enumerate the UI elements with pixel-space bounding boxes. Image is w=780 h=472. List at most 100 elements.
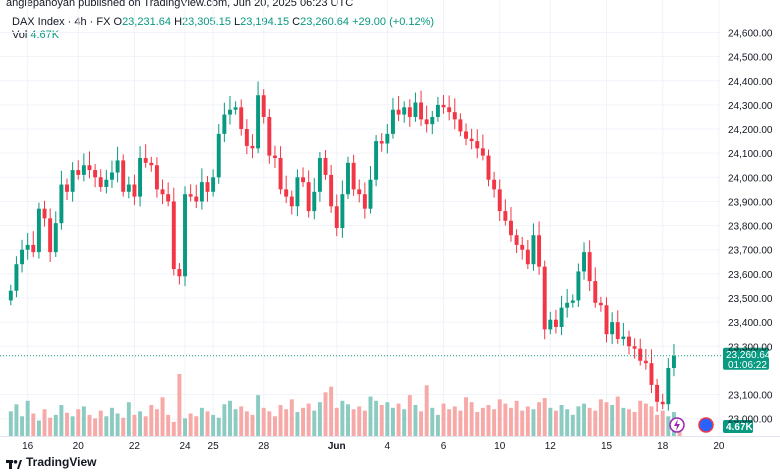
symbol-name[interactable]: DAX Index · 4h · FX (12, 16, 111, 28)
low-label: L (234, 16, 241, 28)
volume-bar (666, 416, 671, 436)
candle-body (520, 244, 525, 250)
volume-bar (638, 400, 643, 436)
grid-layer (0, 0, 721, 436)
candle-body (20, 249, 25, 265)
candle-body (627, 336, 631, 347)
tradingview-logo[interactable]: TradingView (6, 455, 96, 469)
candle-body (110, 172, 114, 180)
volume-bar (199, 407, 204, 436)
candle-body (334, 206, 339, 228)
candle-body (660, 401, 665, 405)
volume-bar (222, 404, 227, 436)
candle-body (407, 107, 412, 117)
volume-bar (284, 409, 289, 436)
volume-bar (362, 410, 367, 436)
candle-body (149, 162, 154, 166)
candle-body (267, 116, 272, 156)
lightning-icon (674, 419, 680, 431)
volume-bar (385, 402, 390, 436)
volume-bar (48, 417, 53, 436)
volume-bar (194, 416, 199, 436)
volume-bar (531, 409, 536, 436)
candle-body (379, 141, 384, 144)
volume-bar (20, 416, 25, 436)
volume-bar (604, 402, 609, 436)
candle-body (250, 145, 255, 149)
volume-bar (334, 407, 339, 436)
candle-body (272, 155, 277, 158)
volume-bar (14, 404, 19, 436)
candle-body (396, 109, 401, 115)
candle-body (441, 104, 446, 108)
candle-body (475, 141, 480, 149)
candle-body (351, 162, 356, 190)
candle-body (570, 300, 575, 303)
candle-body (121, 160, 126, 192)
y-tick-label: 24,600.00 (728, 28, 773, 39)
candle-body (458, 119, 463, 132)
candle-body (553, 319, 558, 327)
candle-body (419, 102, 424, 120)
volume-bar (520, 410, 525, 436)
volume-bar (110, 407, 114, 436)
y-tick-label: 23,700.00 (728, 246, 773, 257)
candle-body (340, 194, 345, 228)
candle-body (14, 264, 19, 291)
volume-bar (610, 405, 615, 436)
candle-body (357, 189, 362, 195)
candle-body (36, 208, 41, 253)
candle-body (317, 158, 322, 192)
volume-bar (441, 403, 446, 436)
volume-bar (559, 405, 564, 436)
volume-bar (233, 409, 238, 436)
candle-body (323, 158, 328, 175)
y-tick-label: 23,800.00 (728, 222, 773, 233)
candle-body (166, 194, 171, 202)
volume-bar (374, 400, 379, 436)
volume-bar (323, 392, 328, 436)
candle-body (216, 133, 221, 178)
candle-body (205, 182, 210, 192)
high-value: 23,305.15 (182, 16, 231, 28)
volume-bar (239, 406, 244, 436)
high-label: H (174, 16, 183, 28)
volume-bar (396, 403, 401, 436)
x-tick-label: 20 (713, 441, 725, 452)
volume-bar (317, 402, 322, 436)
volume-bar (379, 405, 384, 436)
candle-body (138, 158, 143, 197)
candle-body (435, 104, 440, 117)
volume-bar (149, 405, 154, 436)
candle-body (503, 211, 508, 221)
volume-bar (390, 407, 395, 436)
y-tick-label: 23,600.00 (728, 270, 773, 281)
candle-body (610, 322, 615, 335)
candle-body (81, 165, 86, 175)
candle-body (239, 107, 244, 130)
volume-bar (346, 404, 350, 436)
volume-bar (570, 414, 575, 436)
volume-bar (458, 410, 463, 436)
volume-bar (183, 418, 187, 436)
volume-bar (660, 410, 665, 436)
volume-bar (132, 414, 137, 436)
candle-body (582, 252, 586, 272)
candle-body (329, 174, 334, 207)
volume-bar (464, 397, 468, 436)
candle-body (368, 179, 373, 209)
candle-body (666, 368, 671, 405)
volume-bar (289, 399, 294, 436)
candle-body (289, 196, 294, 207)
candle-body (413, 102, 418, 117)
volume-bar (655, 414, 660, 436)
candle-body (278, 158, 283, 190)
x-tick-label: 20 (73, 441, 85, 452)
volume-bar (368, 396, 373, 436)
volume-bar (115, 413, 120, 436)
candle-body (542, 266, 547, 330)
candle-body (87, 165, 92, 171)
y-tick-label: 23,500.00 (728, 294, 773, 305)
